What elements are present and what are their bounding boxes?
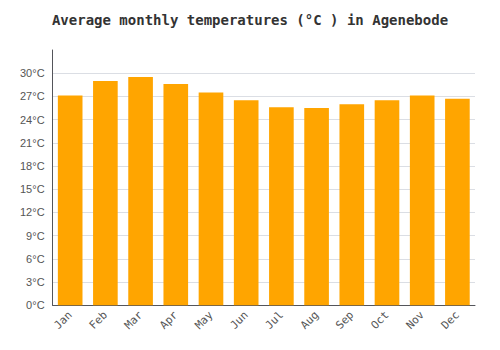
svg-text:21°C: 21°C <box>20 137 45 149</box>
svg-text:Jun: Jun <box>228 309 251 332</box>
svg-text:0°C: 0°C <box>26 299 45 311</box>
svg-text:Mar: Mar <box>122 308 145 331</box>
svg-text:Aug: Aug <box>298 309 321 332</box>
svg-text:Apr: Apr <box>157 308 180 331</box>
svg-text:12°C: 12°C <box>20 206 45 218</box>
svg-text:Average monthly temperatures (: Average monthly temperatures (°C ) in Ag… <box>52 12 448 28</box>
svg-text:Sep: Sep <box>333 309 356 332</box>
svg-text:Dec: Dec <box>439 309 462 332</box>
svg-text:Feb: Feb <box>87 309 110 332</box>
svg-text:18°C: 18°C <box>20 160 45 172</box>
svg-text:27°C: 27°C <box>20 90 45 102</box>
svg-text:9°C: 9°C <box>26 230 45 242</box>
svg-text:24°C: 24°C <box>20 114 45 126</box>
svg-text:6°C: 6°C <box>26 253 45 265</box>
svg-text:Oct: Oct <box>368 309 391 332</box>
svg-text:15°C: 15°C <box>20 183 45 195</box>
svg-text:Jul: Jul <box>263 309 286 332</box>
svg-text:30°C: 30°C <box>20 67 45 79</box>
svg-text:Nov: Nov <box>404 308 427 331</box>
svg-text:May: May <box>192 308 215 331</box>
svg-text:3°C: 3°C <box>26 276 45 288</box>
svg-text:Jan: Jan <box>52 309 75 332</box>
